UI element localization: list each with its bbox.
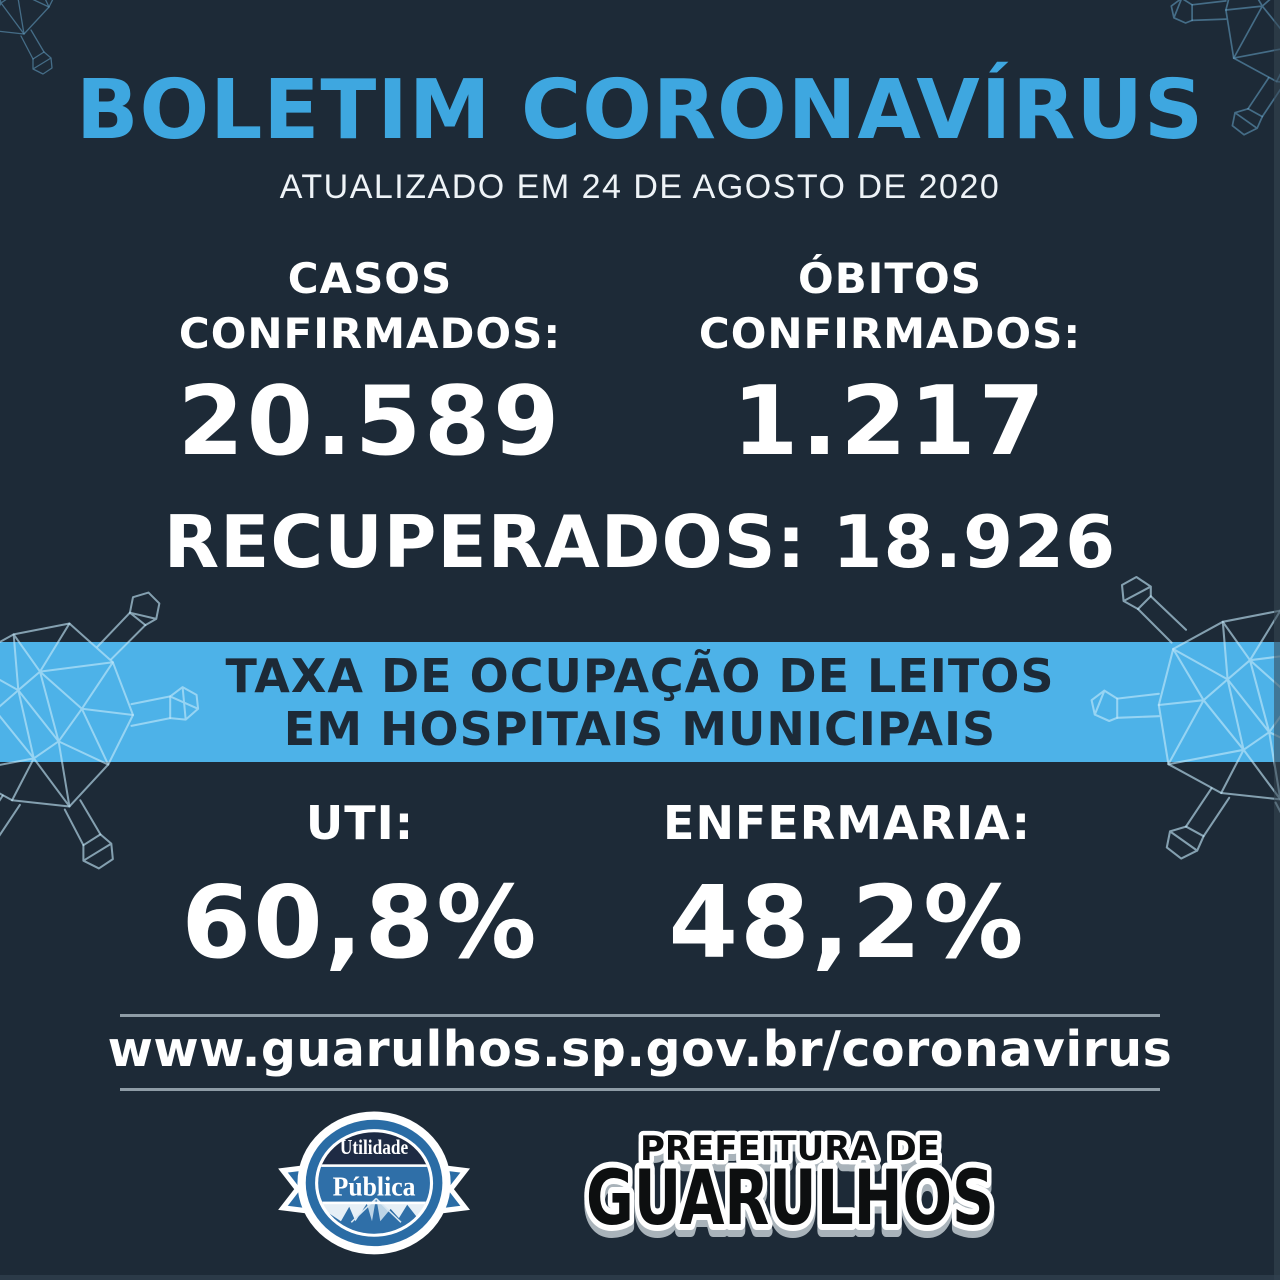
deaths-label-line1: ÓBITOS xyxy=(798,254,982,303)
recovered-value: 18.926 xyxy=(832,500,1117,584)
ward-label: ENFERMARIA: xyxy=(663,796,1031,850)
icu-value: 60,8% xyxy=(181,864,539,982)
logo-text-line2: GUARULHOS xyxy=(586,1153,994,1242)
badge-text-publica: Pública xyxy=(333,1171,416,1202)
page-title: BOLETIM CORONAVÍRUS xyxy=(75,63,1205,158)
divider-line-bottom xyxy=(120,1088,1160,1091)
icu-label: UTI: xyxy=(305,796,415,850)
deaths-label-line2: CONFIRMADOS: xyxy=(698,308,1082,358)
icu-occupancy-block: UTI: 60,8% xyxy=(70,796,650,973)
confirmed-deaths-block: ÓBITOS CONFIRMADOS: 1.217 xyxy=(630,252,1150,470)
ward-occupancy-block: ENFERMARIA: 48,2% xyxy=(592,796,1102,973)
divider-line-top xyxy=(120,1014,1160,1017)
badge-band xyxy=(318,1166,430,1204)
badge-band-border-top xyxy=(318,1164,430,1167)
recovered-label: RECUPERADOS: xyxy=(163,500,807,584)
badge-text-utilidade: Utilidade xyxy=(340,1137,408,1159)
cases-label-line1: CASOS xyxy=(287,254,453,303)
recovered-block: RECUPERADOS: 18.926 xyxy=(0,506,1280,578)
prefeitura-guarulhos-logo: PREFEITURA DE GUARULHOS PREFEITURA DE GU… xyxy=(580,1125,1000,1247)
occupancy-banner: TAXA DE OCUPAÇÃO DE LEITOS EM HOSPITAIS … xyxy=(0,642,1280,762)
occupancy-banner-line1: TAXA DE OCUPAÇÃO DE LEITOS xyxy=(225,648,1055,703)
cases-label-line2: CONFIRMADOS: xyxy=(178,308,562,358)
right-edge-shade xyxy=(1274,0,1280,1280)
logo-shadow-line1: PREFEITURA DE xyxy=(640,1136,940,1176)
bottom-edge-shade xyxy=(0,1275,1280,1280)
website-url: www.guarulhos.sp.gov.br/coronavirus xyxy=(107,1021,1173,1078)
cases-value: 20.589 xyxy=(177,367,563,478)
logo-shadow-line2: GUARULHOS xyxy=(586,1160,994,1246)
update-date: ATUALIZADO EM 24 DE AGOSTO DE 2020 xyxy=(279,168,1001,206)
badge-band-border-bottom xyxy=(318,1201,430,1205)
ward-value: 48,2% xyxy=(668,864,1026,982)
confirmed-cases-block: CASOS CONFIRMADOS: 20.589 xyxy=(80,252,660,470)
occupancy-banner-strip xyxy=(0,642,1280,762)
utilidade-publica-badge: Utilidade Pública xyxy=(278,1111,471,1255)
logo-text-line1: PREFEITURA DE xyxy=(640,1129,940,1169)
occupancy-banner-line2: EM HOSPITAIS MUNICIPAIS xyxy=(283,701,997,756)
deaths-value: 1.217 xyxy=(732,367,1048,478)
